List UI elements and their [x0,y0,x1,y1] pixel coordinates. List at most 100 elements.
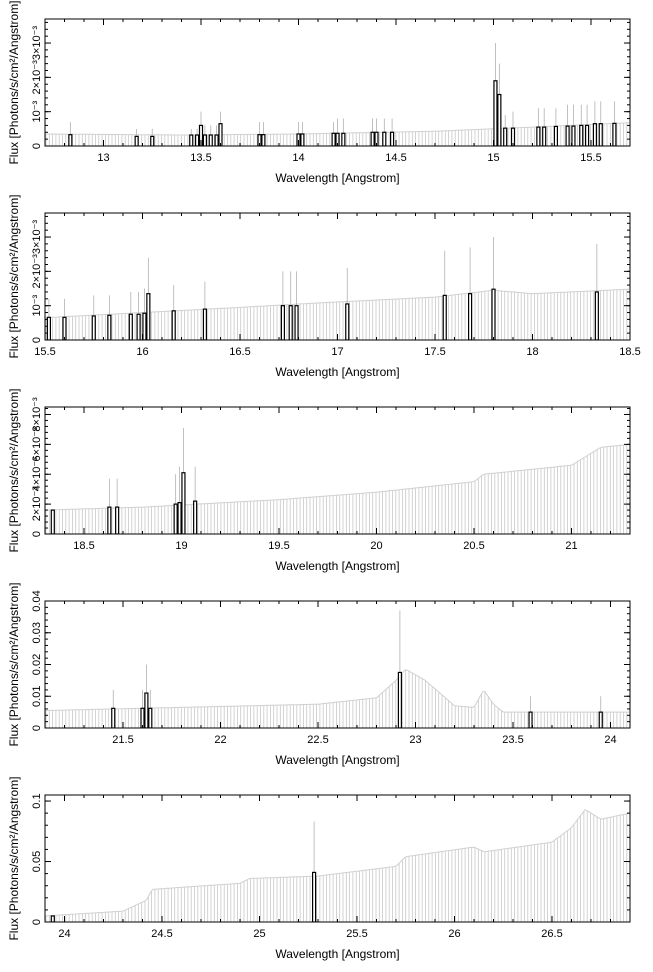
x-tick-label: 22.5 [307,734,328,746]
x-tick-label: 24 [604,734,616,746]
line-bar [468,293,473,340]
y-tick-label: 10⁻³ [31,294,43,316]
y-tick-label: 6×10⁻³ [31,427,43,462]
line-bar [107,314,112,340]
line-bar [510,127,516,146]
line-bar [50,509,55,534]
line-bar [592,123,598,146]
line-bar [397,671,402,728]
y-tick-label: 3×10⁻³ [31,220,43,255]
continuum-envelope [45,444,630,511]
x-tick-label: 26.5 [541,928,562,940]
line-bar [189,134,194,146]
line-bar [91,315,96,340]
line-bar [390,131,395,146]
line-bar [542,126,547,146]
line-bar [442,294,447,340]
line-bar [50,915,55,922]
y-tick-label: 0 [31,919,43,925]
y-tick-label: 0 [31,337,43,343]
data-layer [45,610,629,728]
chart-panel-5: 24 24.5 25 25.5 26 26.5 0 0.05 0.1 Wavelength [An… [7,776,631,961]
line-bar [598,123,603,146]
y-tick-label: 0.02 [31,654,43,675]
x-tick-label: 19 [175,540,187,552]
line-bar [136,313,141,340]
data-layer [45,809,630,922]
x-tick-label: 23 [409,734,421,746]
x-axis-title: Wavelength [Angstrom] [275,171,399,185]
x-tick-label: 21.5 [112,734,133,746]
line-series [46,237,599,340]
x-tick-label: 25.5 [346,928,367,940]
plot-frame [44,406,631,535]
y-tick-label: 0 [31,725,43,731]
x-axis-title: Wavelength [Angstrom] [275,753,399,767]
y-axis-title: Flux [Photons/s/cm²/Angstrom] [7,776,21,940]
line-bar [280,305,285,340]
line-bar [584,124,590,146]
line-bar [150,135,155,146]
line-series [50,427,198,534]
line-bar [503,127,508,146]
line-bar [195,134,200,146]
y-tick-label: 0.04 [31,590,43,611]
continuum-envelope [45,288,630,319]
continuum-envelope [45,809,630,917]
line-bar [68,134,73,146]
x-tick-label: 16 [136,346,148,358]
continuum-series [45,669,629,728]
line-bar [107,506,112,534]
line-bar [345,303,350,340]
x-tick-label: 14 [292,152,304,164]
line-bar [134,135,139,146]
line-bar [491,288,496,340]
y-tick-label: 0.03 [31,622,43,643]
line-bar [173,503,178,534]
line-bar [193,500,198,534]
x-tick-label: 21 [565,540,577,552]
line-bar [497,93,502,146]
x-tick-label: 14.5 [385,152,406,164]
line-bar [331,132,336,146]
line-bar [300,133,305,146]
line-bar [341,132,346,146]
line-bar [528,711,533,728]
y-tick-label: 2×10⁻³ [31,487,43,522]
chart-panel-4: 21.5 22 22.5 23 23.5 24 0 0.01 0.02 0.03 0.04 Wavel… [7,582,631,767]
x-tick-label: 16.5 [229,346,250,358]
line-bar [261,134,266,146]
line-bar [46,316,52,340]
x-tick-label: 15.5 [34,346,55,358]
y-axis-title: Flux [Photons/s/cm²/Angstrom] [7,0,21,164]
plot-frame [44,794,631,923]
x-tick-label: 23.5 [502,734,523,746]
x-tick-label: 24 [58,928,70,940]
line-series [111,610,603,728]
line-bar [536,126,541,146]
x-tick-label: 22 [214,734,226,746]
line-bar [146,293,151,340]
line-bar [312,871,317,922]
line-bar [171,310,176,340]
line-bar [181,472,186,534]
line-bar [370,131,375,146]
chart-panel-2: 15.5 16 16.5 17 17.5 18 18.5 0 10⁻³ 2×10⁻³3×10⁻³ W… [7,194,641,379]
line-bar [115,506,120,534]
y-tick-label: 2×10⁻³ [31,254,43,289]
line-series [50,821,317,922]
x-tick-label: 26 [448,928,460,940]
y-tick-label: 0.1 [31,793,43,808]
x-tick-label: 13 [97,152,109,164]
line-bar [579,124,584,146]
x-tick-label: 15 [487,152,499,164]
x-axis-title: Wavelength [Angstrom] [275,365,399,379]
line-bar [111,707,116,728]
y-tick-label: 0 [31,143,43,149]
line-bar [140,707,145,728]
chart-panel-1: 13 13.5 14 14.5 15 15.5 0 10⁻³ 2×10⁻³3×10⁻³ Wavel… [7,0,631,185]
line-bar [493,80,498,146]
line-bar [177,502,182,534]
line-bar [335,132,340,146]
line-bar [294,305,299,340]
